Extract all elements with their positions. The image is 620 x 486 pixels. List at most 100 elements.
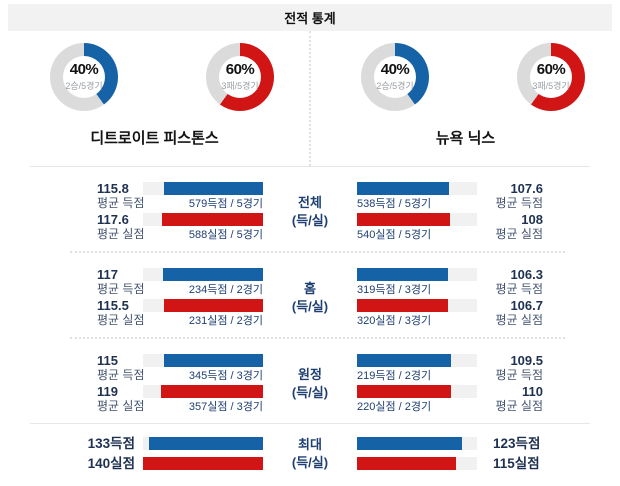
value-number: 110 xyxy=(485,385,543,399)
score-bar-fill xyxy=(357,299,448,312)
left-team-value: 115.8평균 득점 xyxy=(35,182,135,210)
score-bar-fill xyxy=(149,437,263,450)
score-bar-fill xyxy=(357,437,462,450)
score-bar-track xyxy=(357,299,477,312)
value-number: 109.5 xyxy=(485,354,543,368)
donut-text: 60% 3패/5경기 xyxy=(206,43,274,111)
score-bar-fill xyxy=(357,457,456,470)
left-team-value: 119평균 실점 xyxy=(35,385,135,413)
score-bar-track xyxy=(357,268,477,281)
value-number: 108 xyxy=(485,213,543,227)
left-team-value: 133득점 xyxy=(35,437,135,451)
score-bar-fill xyxy=(161,385,263,398)
teams-summary: 40%2승/5경기60%3패/5경기디트로이트 피스톤스40%2승/5경기60%… xyxy=(0,31,620,166)
value-number: 119 xyxy=(97,385,135,399)
right-team-bar: 220실점 / 2경기 xyxy=(357,385,477,414)
category-label: 원정(득/실) xyxy=(271,366,349,401)
score-bar-track xyxy=(357,354,477,367)
score-bar-track xyxy=(143,299,263,312)
value-number: 117.6 xyxy=(97,213,135,227)
loss-rate-donut: 60%3패/5경기 xyxy=(517,43,585,111)
value-number: 106.7 xyxy=(485,299,543,313)
win-rate-donut: 40%2승/5경기 xyxy=(50,43,118,111)
donut-record-detail: 3패/5경기 xyxy=(532,79,569,92)
left-team-bar: 345득점 / 3경기 xyxy=(143,354,263,383)
score-bar-track xyxy=(357,213,477,226)
right-team-value: 106.7평균 실점 xyxy=(485,299,585,327)
right-team-bar xyxy=(357,457,477,470)
category-label: 홈(득/실) xyxy=(271,280,349,315)
score-bar-track xyxy=(143,213,263,226)
bar-caption: 219득점 / 2경기 xyxy=(357,370,477,383)
donut-percent: 40% xyxy=(70,62,99,77)
score-bar-track xyxy=(357,182,477,195)
score-bar-track xyxy=(143,182,263,195)
value-caption: 평균 실점 xyxy=(485,400,543,413)
bar-caption: 319득점 / 3경기 xyxy=(357,284,477,297)
left-team-bar xyxy=(143,437,263,450)
left-team-bar: 588실점 / 5경기 xyxy=(143,213,263,242)
donut-record-detail: 2승/5경기 xyxy=(376,79,413,92)
right-team-bar: 219득점 / 2경기 xyxy=(357,354,477,383)
category-sub: (득/실) xyxy=(271,384,349,402)
donut-record-detail: 3패/5경기 xyxy=(221,79,258,92)
donut-text: 60%3패/5경기 xyxy=(517,43,585,111)
value-caption: 평균 득점 xyxy=(97,197,135,210)
team-name: 디트로이트 피스톤스 xyxy=(0,111,309,166)
donut-text: 40%2승/5경기 xyxy=(50,43,118,111)
value-caption: 평균 실점 xyxy=(97,400,135,413)
left-team-bar xyxy=(143,457,263,470)
loss-rate-donut: 60% 3패/5경기 xyxy=(206,43,274,111)
stat-block: 115.8평균 득점579득점 / 5경기538득점 / 5경기107.6평균 … xyxy=(0,167,620,251)
stat-block: 115 평균 득점 345득점 / 3경기 219득점 / 2경기 109.5평균 득점… xyxy=(0,339,620,423)
value-number: 115.8 xyxy=(97,182,135,196)
value-number: 115 xyxy=(97,354,135,368)
score-bar-track xyxy=(357,457,477,470)
value-caption: 평균 득점 xyxy=(97,283,135,296)
match-record-stats-panel: 전적 통계 40%2승/5경기60%3패/5경기디트로이트 피스톤스40%2승/… xyxy=(0,4,620,481)
value-caption: 평균 실점 xyxy=(485,314,543,327)
category-label: 최대(득/실) xyxy=(271,436,349,471)
right-team-bar xyxy=(357,437,477,450)
score-bar-track xyxy=(143,437,263,450)
donut-row: 40%2승/5경기 60% 3패/5경기 xyxy=(0,31,309,111)
score-bar-track xyxy=(357,385,477,398)
left-team-value: 140실점 xyxy=(35,457,135,471)
donut-percent: 60% xyxy=(226,62,255,77)
score-bar-fill xyxy=(163,268,263,281)
category-label: 전체(득/실) xyxy=(271,194,349,229)
right-team-value: 110평균 실점 xyxy=(485,385,585,413)
score-bar-fill xyxy=(357,385,451,398)
value-number: 133득점 xyxy=(35,437,135,451)
value-caption: 평균 실점 xyxy=(97,314,135,327)
value-caption: 평균 득점 xyxy=(485,197,543,210)
bar-caption: 231실점 / 2경기 xyxy=(143,315,263,328)
category-name: 최대 xyxy=(271,436,349,454)
category-sub: (득/실) xyxy=(271,212,349,230)
value-number: 115.5 xyxy=(97,299,135,313)
value-number: 107.6 xyxy=(485,182,543,196)
bar-caption: 345득점 / 3경기 xyxy=(143,370,263,383)
right-team-value: 107.6평균 득점 xyxy=(485,182,585,210)
score-bar-fill xyxy=(357,182,449,195)
stat-block: 117평균 득점234득점 / 2경기319득점 / 3경기106.3평균 득점… xyxy=(0,253,620,337)
win-rate-donut: 40%2승/5경기 xyxy=(361,43,429,111)
category-sub: (득/실) xyxy=(271,454,349,472)
value-number: 140실점 xyxy=(35,457,135,471)
right-team-bar: 320실점 / 3경기 xyxy=(357,299,477,328)
value-number: 117 xyxy=(97,268,135,282)
right-team-value: 109.5평균 득점 xyxy=(485,354,585,382)
value-number: 106.3 xyxy=(485,268,543,282)
bar-caption: 234득점 / 2경기 xyxy=(143,284,263,297)
stats-header: 전적 통계 xyxy=(8,4,612,31)
score-bar-track xyxy=(357,437,477,450)
score-bar-fill xyxy=(357,268,448,281)
score-bar-fill xyxy=(164,182,263,195)
left-team-value: 117.6평균 실점 xyxy=(35,213,135,241)
value-caption: 평균 득점 xyxy=(485,369,543,382)
right-team-value: 123득점 xyxy=(485,437,585,451)
left-team-bar: 234득점 / 2경기 xyxy=(143,268,263,297)
score-bar-fill xyxy=(164,299,263,312)
value-number: 123득점 xyxy=(493,437,585,451)
right-team-bar: 540실점 / 5경기 xyxy=(357,213,477,242)
